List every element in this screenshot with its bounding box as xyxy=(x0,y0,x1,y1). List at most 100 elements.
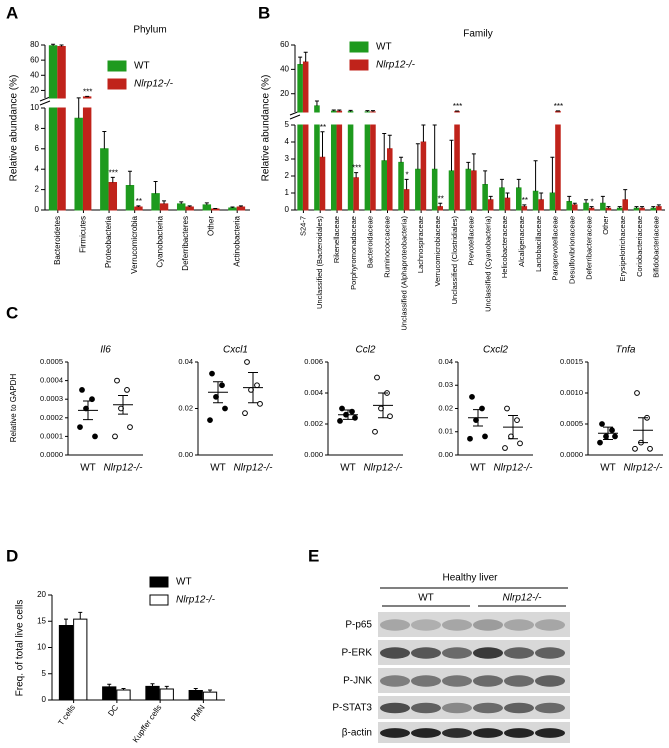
blot-strip xyxy=(378,612,570,637)
x-tick-label: Nlrp12-/- xyxy=(104,463,144,474)
bar xyxy=(448,170,455,211)
bar xyxy=(566,201,572,211)
y-tick-label: 4 xyxy=(285,137,290,146)
error-bar xyxy=(370,110,375,112)
y-tick-label: 0.006 xyxy=(304,357,323,366)
x-tick-label: Alcaligenaceae xyxy=(517,216,526,267)
panel-letter: B xyxy=(258,3,270,22)
sem-bar xyxy=(473,409,483,427)
data-point xyxy=(114,377,120,384)
sem-bar xyxy=(638,417,648,444)
row-label: P-JNK xyxy=(343,676,372,687)
error-bar xyxy=(589,206,594,209)
band xyxy=(442,647,472,659)
error-bar xyxy=(539,192,544,200)
error-bar xyxy=(303,51,308,63)
bar xyxy=(482,184,488,211)
x-tick-label: Kupffer cells xyxy=(131,703,164,744)
bar xyxy=(656,206,662,211)
x-tick-label: PMN xyxy=(189,703,207,723)
bar xyxy=(353,177,359,211)
bar xyxy=(145,685,160,701)
error-bar xyxy=(127,170,132,186)
data-point xyxy=(609,427,615,434)
error-bar xyxy=(204,202,209,205)
data-point xyxy=(222,405,228,412)
x-tick-label: Deferribacteres xyxy=(181,216,190,271)
band xyxy=(535,728,565,738)
data-point xyxy=(257,400,263,407)
x-tick-label: DC xyxy=(106,703,120,718)
significance: * xyxy=(591,198,594,207)
row-label: P-ERK xyxy=(341,648,372,659)
y-tick-label: 0.004 xyxy=(304,388,323,397)
band xyxy=(473,675,503,687)
error-bar xyxy=(348,109,353,112)
x-tick-label: Lachnospiraceae xyxy=(416,216,425,273)
data-point xyxy=(599,421,605,427)
error-bar xyxy=(617,206,622,209)
bar xyxy=(336,110,343,211)
sem-bar xyxy=(603,426,613,440)
blot-title: Healthy liver xyxy=(442,573,498,584)
y-axis-label: Freq. of total live cells xyxy=(15,600,26,697)
bar xyxy=(398,161,404,211)
error-bar xyxy=(213,207,218,209)
y-tick-label: 40 xyxy=(280,64,289,73)
bar xyxy=(364,111,371,211)
band xyxy=(380,619,410,631)
error-bar xyxy=(567,195,572,202)
y-tick-label: 0.002 xyxy=(304,419,323,428)
data-point xyxy=(479,405,485,412)
y-tick-label: 20 xyxy=(37,590,46,599)
error-bar xyxy=(455,110,460,112)
x-tick-label: Helicobacteraceae xyxy=(500,216,509,278)
bar xyxy=(202,204,212,211)
y-tick-label: 0.00 xyxy=(178,450,193,459)
chart-title: Family xyxy=(463,29,492,40)
error-bar xyxy=(634,206,639,209)
bar xyxy=(437,206,444,211)
chart-title: Phylum xyxy=(133,25,166,36)
band xyxy=(504,675,534,687)
x-tick-label: Deferribacteraceae xyxy=(584,216,593,280)
bar xyxy=(302,61,309,211)
error-bar xyxy=(387,134,392,149)
y-tick-label: 1 xyxy=(285,188,290,197)
error-bar xyxy=(51,43,56,46)
bar xyxy=(532,190,539,211)
band xyxy=(442,728,472,738)
band xyxy=(442,619,472,631)
x-tick-label: WT xyxy=(210,463,226,474)
x-tick-label: Unclassified (Cyanobacteria) xyxy=(483,215,492,311)
data-point xyxy=(647,445,653,452)
error-bar xyxy=(382,133,387,161)
data-point xyxy=(92,433,98,440)
error-bar xyxy=(59,44,64,47)
bar xyxy=(521,206,528,211)
chart-title: Cxcl1 xyxy=(223,345,248,356)
bar xyxy=(600,202,606,211)
y-tick-label: 0.01 xyxy=(438,427,453,436)
legend-label: Nlrp12-/- xyxy=(134,79,174,90)
bar xyxy=(228,207,237,211)
band xyxy=(473,647,503,659)
bar xyxy=(58,624,74,701)
x-tick-label: Porphyromonadaceae xyxy=(349,216,358,290)
bar xyxy=(185,206,194,211)
error-bar xyxy=(298,56,303,65)
bar xyxy=(319,156,326,211)
bar xyxy=(159,203,169,211)
band xyxy=(473,619,503,631)
error-bar xyxy=(365,110,370,112)
error-bar xyxy=(572,202,577,205)
bar xyxy=(125,185,135,211)
bar xyxy=(100,148,109,211)
y-tick-label: 0.0000 xyxy=(40,450,63,459)
bar xyxy=(188,690,203,701)
y-tick-label: 0.0004 xyxy=(40,376,63,385)
error-bar xyxy=(314,100,319,106)
group-label: WT xyxy=(418,593,434,604)
y-tick-label: 5 xyxy=(42,669,47,678)
bar xyxy=(108,181,118,211)
